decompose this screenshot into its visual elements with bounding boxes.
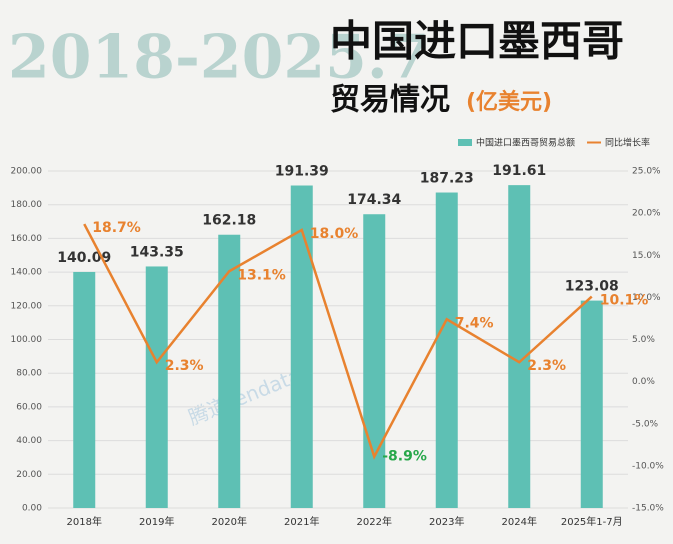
bar-value-label: 191.61: [492, 163, 546, 179]
y-tick-label: 0.00: [22, 504, 42, 514]
x-tick-label: 2023年: [429, 515, 464, 528]
x-tick-label: 2018年: [67, 515, 102, 528]
line-value-label: 18.0%: [310, 226, 359, 242]
x-tick-label: 2021年: [284, 515, 319, 528]
bar: [508, 185, 531, 508]
y-tick-label: 20.00: [16, 470, 42, 480]
y2-tick-label: -10.0%: [632, 461, 664, 471]
bar: [218, 234, 241, 509]
bar: [580, 300, 603, 508]
legend-label: 同比增长率: [605, 137, 650, 149]
x-tick-label: 2025年1-7月: [561, 515, 623, 528]
x-tick-label: 2024年: [502, 515, 537, 528]
y2-tick-label: -15.0%: [632, 504, 664, 514]
line: [83, 223, 593, 460]
y-tick-label: 180.00: [11, 200, 43, 210]
bar: [363, 214, 386, 508]
chart-title: 中国进口墨西哥: [330, 17, 624, 66]
y2-tick-label: 10.0%: [632, 293, 661, 303]
y-tick-label: 80.00: [16, 369, 42, 379]
line-value-label: 10.1%: [600, 293, 649, 309]
y2-tick-label: 25.0%: [632, 167, 661, 177]
y-tick-label: 200.00: [11, 167, 43, 177]
unit: (亿美元): [466, 89, 552, 115]
bar: [435, 192, 458, 508]
x-tick-label: 2022年: [357, 515, 392, 528]
title-year: 2018-2025.7: [8, 23, 430, 93]
line-value-label: 7.4%: [455, 315, 494, 331]
y2-tick-label: 20.0%: [632, 209, 661, 219]
legend-label: 中国进口墨西哥贸易总额: [476, 137, 575, 149]
bar-value-label: 174.34: [347, 192, 401, 208]
bar-value-label: 187.23: [420, 171, 474, 187]
line-value-label: 13.1%: [237, 267, 286, 283]
y-tick-label: 40.00: [16, 436, 42, 446]
y-tick-label: 160.00: [11, 234, 43, 244]
line-value-label: 18.7%: [92, 220, 141, 236]
bar-value-label: 143.35: [130, 244, 184, 260]
line-value-label: 2.3%: [165, 358, 204, 374]
y-tick-label: 60.00: [16, 402, 42, 412]
line-value-label: 2.3%: [527, 358, 566, 374]
x-tick-label: 2020年: [212, 515, 247, 528]
bar-value-label: 162.18: [202, 213, 256, 229]
x-tick-label: 2019年: [139, 515, 174, 528]
bar-value-label: 191.39: [275, 164, 329, 180]
line-value-label: -8.9%: [382, 449, 427, 465]
y2-tick-label: 15.0%: [632, 251, 661, 261]
bar: [145, 266, 168, 508]
y2-tick-label: 5.0%: [632, 335, 655, 345]
y-tick-label: 100.00: [11, 335, 43, 345]
y2-tick-label: -5.0%: [632, 419, 659, 429]
legend-swatch: [458, 139, 472, 146]
y-tick-label: 120.00: [11, 301, 43, 311]
y2-tick-label: 0.0%: [632, 377, 655, 387]
chart-subtitle: 贸易情况: [330, 83, 450, 118]
bar: [290, 185, 313, 508]
bar-value-label: 123.08: [565, 279, 619, 295]
y-tick-label: 140.00: [11, 268, 43, 278]
bar: [73, 271, 96, 508]
bar-value-label: 140.09: [57, 250, 111, 266]
